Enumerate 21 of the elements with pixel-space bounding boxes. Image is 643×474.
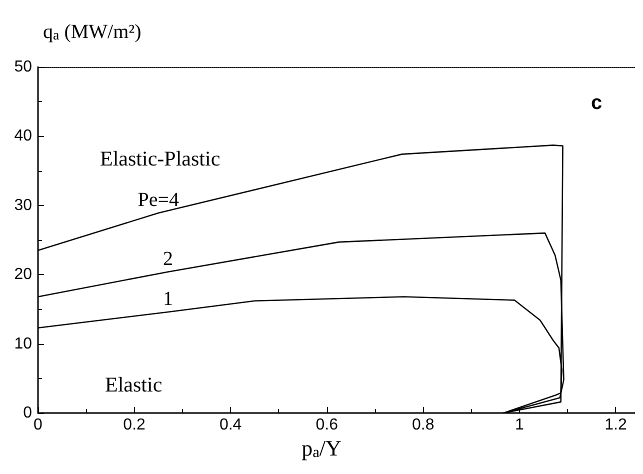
y-tick-label: 50 [14,58,32,76]
y-axis-title: qa (MW/m²) [43,21,142,44]
x-tick-label: 1.2 [604,416,627,434]
annotation: c [591,92,602,114]
series-label: 1 [162,288,173,310]
annotation: Elastic [105,372,162,396]
y-tick-label: 10 [14,335,32,352]
x-tick-label: 0.4 [219,416,242,434]
y-tick-label: 40 [14,128,32,145]
y-tick-label: 30 [14,196,32,214]
x-tick-label: 1 [515,416,524,434]
y-tick-label: 0 [23,404,32,422]
x-tick-label: 0.6 [316,416,338,434]
annotation: Elastic-Plastic [100,146,220,170]
x-tick-label: 0.8 [412,416,434,434]
x-tick-label: 0 [34,416,43,434]
series-label: 2 [162,248,173,270]
x-tick-label: 0.2 [123,416,146,434]
y-tick-label: 20 [14,266,32,284]
series-label: Pe=4 [138,189,180,212]
x-axis-title: pa/Y [302,436,342,461]
